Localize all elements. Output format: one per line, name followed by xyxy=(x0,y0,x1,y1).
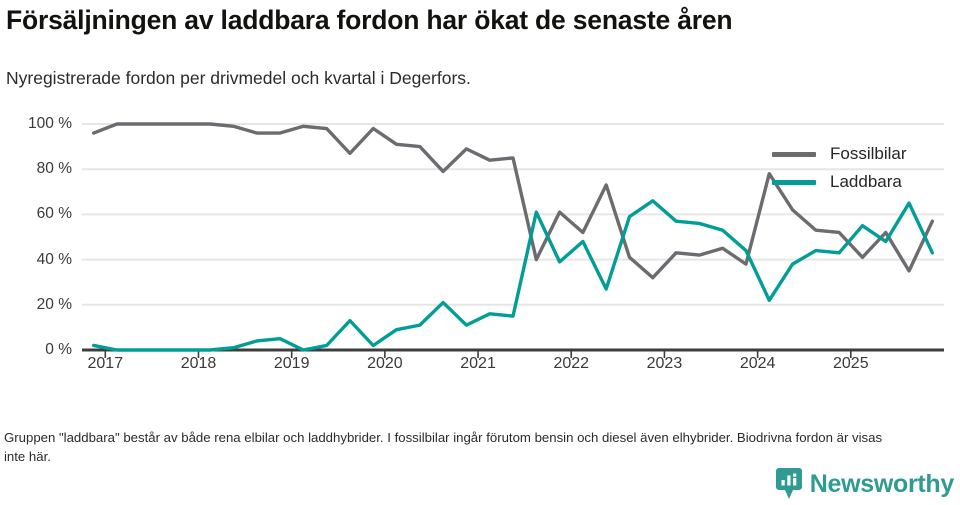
series-line-fossilbilar xyxy=(91,122,935,280)
x-axis-tick-label: 2024 xyxy=(739,355,776,372)
y-axis-tick-label: 60 % xyxy=(36,205,72,223)
y-axis-tick-label: 0 % xyxy=(45,341,72,358)
x-axis-tick-label: 2022 xyxy=(553,355,590,372)
legend-swatch-fossilbilar xyxy=(772,151,816,157)
x-axis-tick-label: 2020 xyxy=(367,355,403,372)
legend-label-fossilbilar: Fossilbilar xyxy=(830,144,907,163)
newsworthy-logo[interactable]: Newsworthy xyxy=(775,468,955,500)
chart-canvas xyxy=(82,122,944,358)
x-axis-tick-label: 2025 xyxy=(833,355,869,372)
series-line-laddbara xyxy=(91,199,935,352)
y-axis-tick-label: 100 % xyxy=(28,115,72,132)
x-axis-tick-label: 2018 xyxy=(180,355,217,372)
y-axis-tick-label: 80 % xyxy=(36,160,72,178)
legend-label-laddbara: Laddbara xyxy=(830,172,902,191)
legend-item-laddbara[interactable]: Laddbara xyxy=(772,168,907,196)
chart-legend: Fossilbilar Laddbara xyxy=(772,140,907,196)
chart-footnote: Gruppen "laddbara" består av både rena e… xyxy=(4,430,883,465)
x-axis-tick-label: 2021 xyxy=(460,355,496,372)
legend-swatch-laddbara xyxy=(772,179,816,185)
legend-item-fossilbilar[interactable]: Fossilbilar xyxy=(772,140,907,168)
logo-wordmark: Newsworthy xyxy=(809,469,955,498)
page-subtitle: Nyregistrerade fordon per drivmedel och … xyxy=(6,68,471,88)
line-chart: 0 % 20 % 40 % 60 % 80 % 100 % 2017 2018 2019 202… xyxy=(0,104,960,404)
page-title: Försäljningen av laddbara fordon har öka… xyxy=(6,5,733,35)
x-axis-tick-label: 2023 xyxy=(646,355,683,372)
x-axis-tick-label: 2019 xyxy=(273,355,310,372)
bar-chart-pin-icon xyxy=(775,468,802,499)
x-axis-tick-label: 2017 xyxy=(87,355,124,372)
data-series-group xyxy=(91,122,935,352)
y-axis-tick-label: 20 % xyxy=(36,295,72,313)
y-axis-tick-label: 40 % xyxy=(36,250,72,268)
